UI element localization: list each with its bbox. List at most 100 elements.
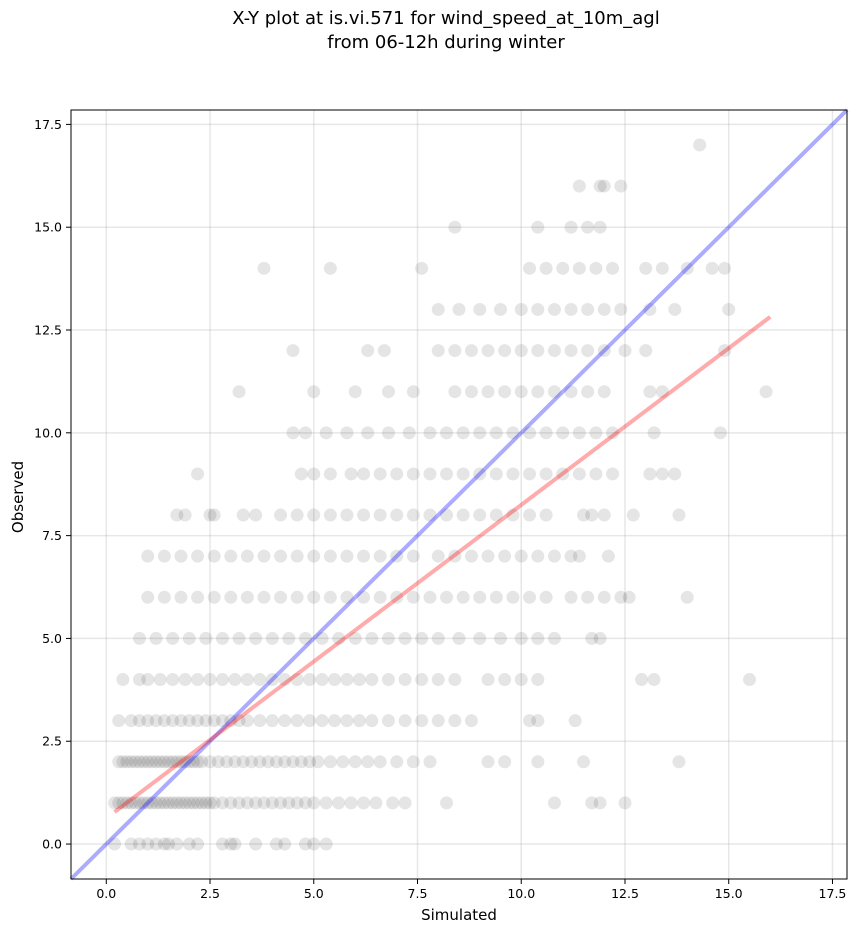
- scatter-point: [523, 261, 537, 275]
- scatter-point: [290, 714, 304, 728]
- scatter-point: [240, 673, 254, 687]
- scatter-point: [390, 549, 404, 563]
- scatter-point: [597, 508, 611, 522]
- scatter-point: [406, 590, 420, 604]
- scatter-point: [141, 590, 155, 604]
- scatter-point: [290, 549, 304, 563]
- scatter-point: [120, 755, 134, 769]
- scatter-point: [203, 673, 217, 687]
- scatter-point: [365, 714, 379, 728]
- scatter-point: [215, 673, 229, 687]
- scatter-point: [108, 796, 122, 810]
- x-tick-label: 10.0: [507, 886, 535, 901]
- scatter-point: [431, 344, 445, 358]
- scatter-point: [452, 302, 466, 316]
- scatter-point: [307, 796, 321, 810]
- scatter-point: [431, 549, 445, 563]
- scatter-point: [693, 138, 707, 152]
- scatter-point: [195, 755, 209, 769]
- y-tick-label: 10.0: [34, 425, 62, 440]
- grid-lines: [71, 110, 847, 879]
- scatter-point: [373, 508, 387, 522]
- scatter-point: [415, 631, 429, 645]
- scatter-point: [332, 631, 346, 645]
- scatter-point: [323, 755, 337, 769]
- scatter-point: [298, 796, 312, 810]
- scatter-point: [240, 796, 254, 810]
- scatter-point: [323, 549, 337, 563]
- scatter-point: [307, 549, 321, 563]
- scatter-point: [572, 179, 586, 193]
- scatter-point: [614, 590, 628, 604]
- scatter-point: [531, 220, 545, 234]
- scatter-point: [245, 755, 259, 769]
- scatter-point: [572, 261, 586, 275]
- scatter-point: [431, 631, 445, 645]
- scatter-point: [357, 549, 371, 563]
- scatter-point: [564, 344, 578, 358]
- scatter-point: [473, 467, 487, 481]
- scatter-point: [162, 837, 176, 851]
- scatter-point: [539, 261, 553, 275]
- scatter-point: [348, 631, 362, 645]
- chart-title-line-1: X-Y plot at is.vi.571 for wind_speed_at_…: [232, 8, 659, 29]
- scatter-point: [149, 796, 163, 810]
- scatter-point: [639, 261, 653, 275]
- scatter-point: [340, 673, 354, 687]
- scatter-point: [377, 344, 391, 358]
- scatter-point: [606, 426, 620, 440]
- scatter-point: [278, 673, 292, 687]
- scatter-point: [352, 714, 366, 728]
- scatter-point: [498, 755, 512, 769]
- scatter-point: [672, 508, 686, 522]
- scatter-point: [514, 344, 528, 358]
- scatter-point: [182, 796, 196, 810]
- scatter-point: [286, 344, 300, 358]
- scatter-point: [207, 508, 221, 522]
- scatter-point: [539, 426, 553, 440]
- scatter-point: [655, 261, 669, 275]
- scatter-point: [232, 796, 246, 810]
- scatter-point: [153, 755, 167, 769]
- scatter-points: [108, 138, 773, 851]
- scatter-point: [278, 755, 292, 769]
- scatter-point: [323, 508, 337, 522]
- scatter-point: [116, 673, 130, 687]
- scatter-point: [440, 467, 454, 481]
- scatter-point: [178, 755, 192, 769]
- scatter-point: [506, 590, 520, 604]
- scatter-point: [448, 714, 462, 728]
- scatter-point: [319, 837, 333, 851]
- scatter-point: [473, 302, 487, 316]
- scatter-point: [182, 631, 196, 645]
- scatter-point: [581, 220, 595, 234]
- scatter-point: [307, 837, 321, 851]
- scatter-point: [166, 631, 180, 645]
- scatter-point: [157, 796, 171, 810]
- scatter-point: [240, 714, 254, 728]
- scatter-point: [166, 755, 180, 769]
- scatter-point: [203, 508, 217, 522]
- scatter-point: [593, 220, 607, 234]
- scatter-point: [157, 755, 171, 769]
- scatter-point: [141, 755, 155, 769]
- scatter-point: [593, 796, 607, 810]
- scatter-point: [398, 796, 412, 810]
- scatter-point: [112, 714, 126, 728]
- scatter-point: [531, 755, 545, 769]
- scatter-point: [332, 796, 346, 810]
- scatter-point: [606, 261, 620, 275]
- scatter-point: [589, 467, 603, 481]
- scatter-point: [680, 261, 694, 275]
- scatter-point: [108, 837, 122, 851]
- scatter-point: [473, 631, 487, 645]
- scatter-point: [257, 590, 271, 604]
- scatter-point: [357, 590, 371, 604]
- scatter-point: [680, 590, 694, 604]
- scatter-point: [286, 426, 300, 440]
- scatter-point: [373, 755, 387, 769]
- scatter-point: [149, 714, 163, 728]
- scatter-point: [523, 426, 537, 440]
- scatter-point: [307, 590, 321, 604]
